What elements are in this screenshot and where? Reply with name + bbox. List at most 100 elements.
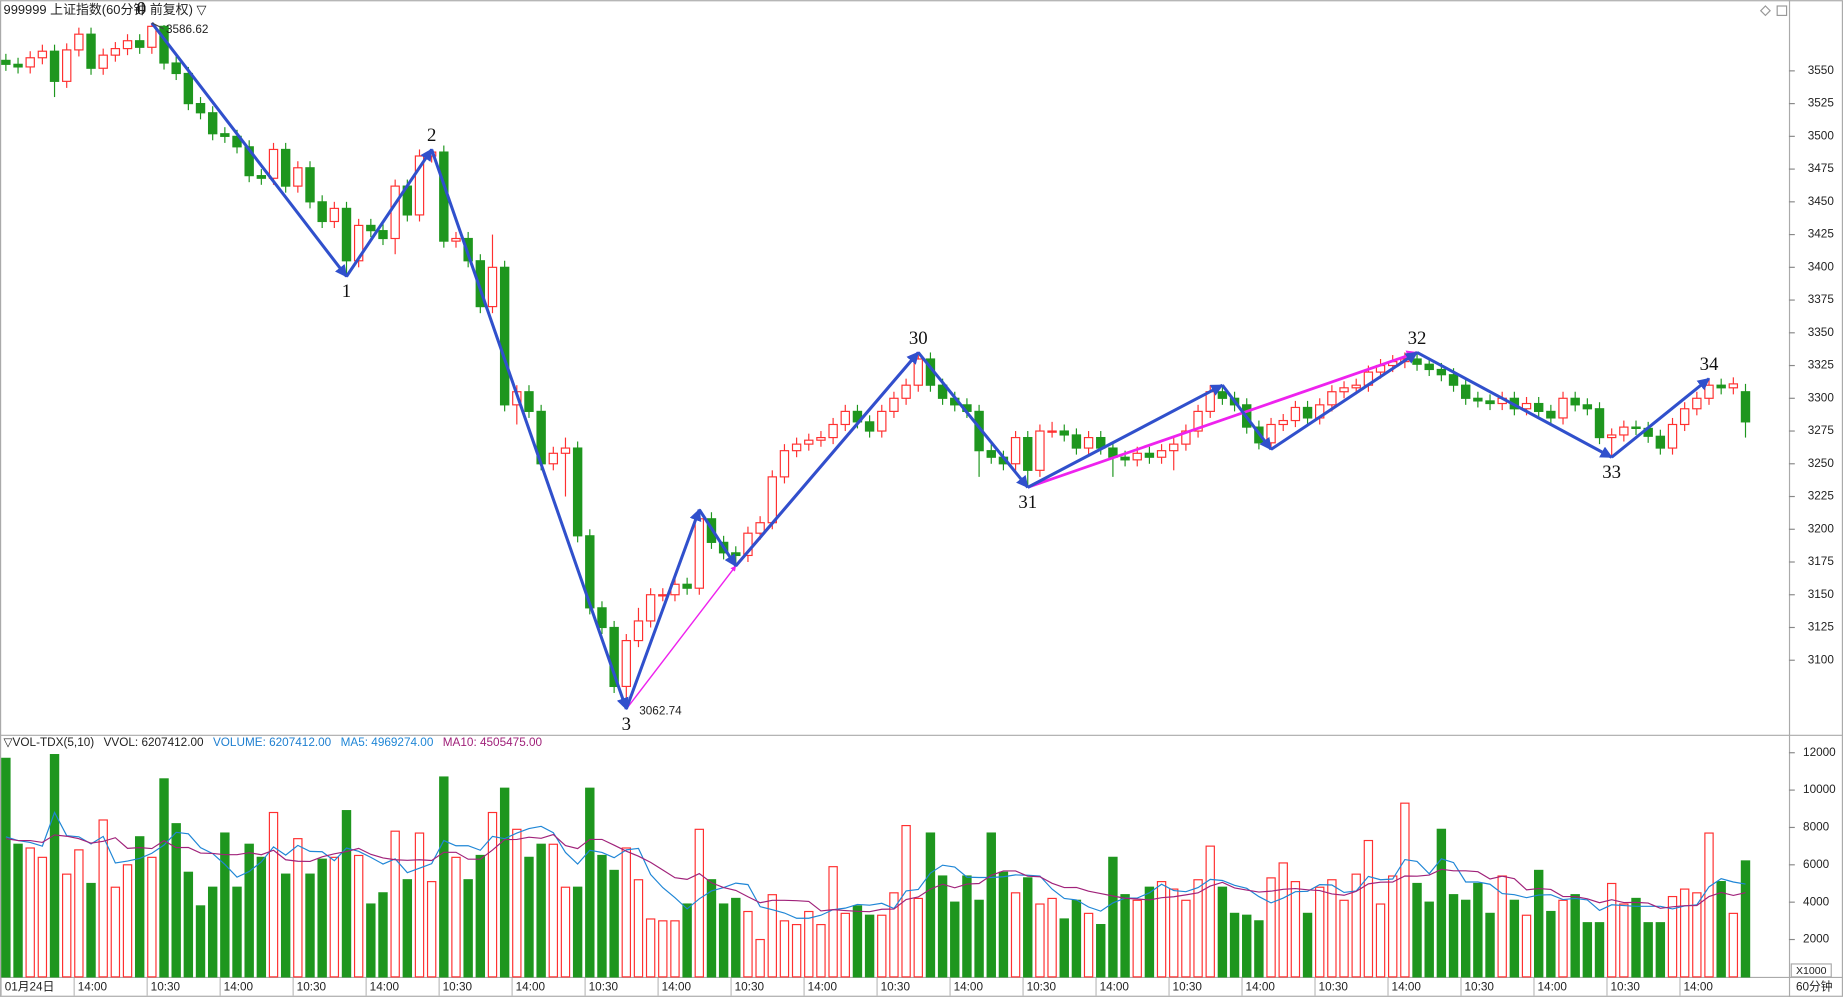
volume-bar <box>1254 920 1264 978</box>
y-tick-label: 3425 <box>1808 228 1835 241</box>
volume-bar <box>998 871 1009 978</box>
candle-body <box>645 594 656 622</box>
zigzag-line <box>345 148 433 278</box>
candle-body <box>280 148 291 187</box>
volume-bar <box>1290 881 1301 978</box>
candle-body <box>1412 358 1422 365</box>
volume-bar <box>1436 828 1447 978</box>
volume-bar <box>1485 912 1495 978</box>
candle-body <box>1424 363 1434 371</box>
volume-bar <box>560 886 571 978</box>
candle-body <box>937 384 948 399</box>
pivot-label: 0 <box>137 0 146 19</box>
candle-body <box>1327 391 1337 406</box>
candle-body <box>147 25 157 48</box>
candle-body <box>1169 443 1179 452</box>
volume-bar <box>1655 922 1666 978</box>
volume-bar <box>317 858 327 978</box>
volume-bar <box>512 828 522 978</box>
volume-bar <box>1096 923 1106 978</box>
candle-body <box>560 447 571 454</box>
volume-bar <box>1315 886 1325 978</box>
volume-bar <box>463 879 473 978</box>
volume-bar <box>49 754 60 978</box>
zigzag-line <box>150 21 348 278</box>
x-tick-label: 10:30 <box>881 981 911 994</box>
volume-bar <box>864 914 875 978</box>
volume-bar <box>293 838 303 978</box>
volume-bar <box>767 894 777 978</box>
volume-bar <box>1 757 11 978</box>
pivot-label: 2 <box>427 125 436 146</box>
candle-body <box>1181 430 1191 445</box>
volume-bar <box>1229 912 1240 978</box>
x-tick-label: 14:00 <box>662 981 692 994</box>
volume-bar <box>828 866 838 978</box>
candle-body <box>195 103 206 114</box>
candle-body <box>1 59 11 65</box>
candle-body <box>1521 402 1532 410</box>
candle-body <box>694 518 704 589</box>
zigzag-line <box>734 351 920 567</box>
y-tick-label: 3175 <box>1808 555 1835 568</box>
volume-bar <box>913 897 923 978</box>
leader <box>151 22 164 30</box>
candle-body <box>524 391 534 412</box>
x-tick-label: 14:00 <box>516 981 546 994</box>
zigzag-line <box>1270 351 1419 451</box>
candle-body <box>1156 450 1167 458</box>
indicator-name: ▽VOL-TDX(5,10) <box>4 736 95 749</box>
chart-title: 999999 上证指数(60分钟 前复权) ▽ <box>4 2 207 17</box>
x-tick-label: 10:30 <box>1173 981 1203 994</box>
volume-bar <box>147 856 157 978</box>
volume-bar <box>682 903 692 978</box>
candle-body <box>475 260 486 308</box>
y-tick-label: 3375 <box>1808 293 1835 306</box>
candle-body <box>256 175 267 179</box>
candle-body <box>463 237 473 262</box>
candle-body <box>37 50 48 59</box>
x-tick-label: 10:30 <box>589 981 619 994</box>
candle-body <box>1679 408 1690 426</box>
candle-body <box>207 112 218 135</box>
volume-bar <box>1010 892 1021 978</box>
y-tick-label: 2000 <box>1803 933 1830 946</box>
candle-body <box>1436 368 1447 376</box>
x-tick-label: 14:00 <box>1392 981 1422 994</box>
candle-body <box>1533 402 1544 412</box>
volume-bar <box>329 856 340 978</box>
pivot-label: 30 <box>909 328 928 349</box>
volume-bar <box>877 914 887 978</box>
candle-body <box>86 33 96 69</box>
candle-body <box>1059 430 1069 436</box>
candle-body <box>1266 423 1276 444</box>
candle-body <box>1132 452 1142 461</box>
volume-bar <box>1412 882 1422 978</box>
zigzag-line <box>430 148 629 711</box>
window-icons[interactable] <box>1759 5 1788 17</box>
unit-box <box>1790 963 1832 978</box>
volume-bar <box>731 897 741 978</box>
volume-bar <box>244 843 254 978</box>
y-tick-label: 3525 <box>1808 97 1835 110</box>
pivot-label: 31 <box>1018 492 1037 513</box>
x-tick-label: 14:00 <box>1100 981 1130 994</box>
candle-body <box>779 450 790 478</box>
period-label: 60分钟 <box>1796 980 1833 994</box>
volume-bar <box>852 905 863 978</box>
candle-body <box>1485 400 1495 405</box>
legend-entry: VOLUME: 6207412.00 <box>213 736 332 749</box>
volume-bar <box>62 873 72 978</box>
volume-bar <box>1619 903 1629 978</box>
candle-body <box>1448 374 1459 386</box>
pivot-label: 33 <box>1602 462 1621 483</box>
candle-body <box>1290 406 1301 422</box>
volume-bar <box>183 871 194 978</box>
x-tick-label: 14:00 <box>954 981 984 994</box>
candle-body <box>305 167 315 203</box>
x-tick-label: 14:00 <box>370 981 400 994</box>
volume-bar <box>390 830 400 978</box>
volume-bar <box>37 856 48 978</box>
volume-bar <box>1716 881 1726 978</box>
